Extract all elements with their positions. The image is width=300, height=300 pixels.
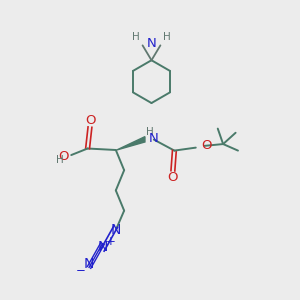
Text: O: O	[168, 171, 178, 184]
Text: H: H	[146, 127, 154, 137]
Text: O: O	[201, 139, 211, 152]
Text: N: N	[147, 38, 156, 50]
Text: H: H	[56, 155, 64, 165]
Text: N: N	[84, 257, 94, 272]
Text: N: N	[111, 223, 121, 237]
Text: H: H	[163, 32, 171, 42]
Text: O: O	[85, 114, 96, 127]
Text: N: N	[97, 240, 108, 254]
Text: O: O	[58, 150, 69, 163]
Text: H: H	[132, 32, 140, 42]
Text: +: +	[106, 235, 116, 248]
Text: −: −	[76, 265, 86, 278]
Polygon shape	[117, 136, 145, 150]
Text: N: N	[148, 132, 158, 145]
